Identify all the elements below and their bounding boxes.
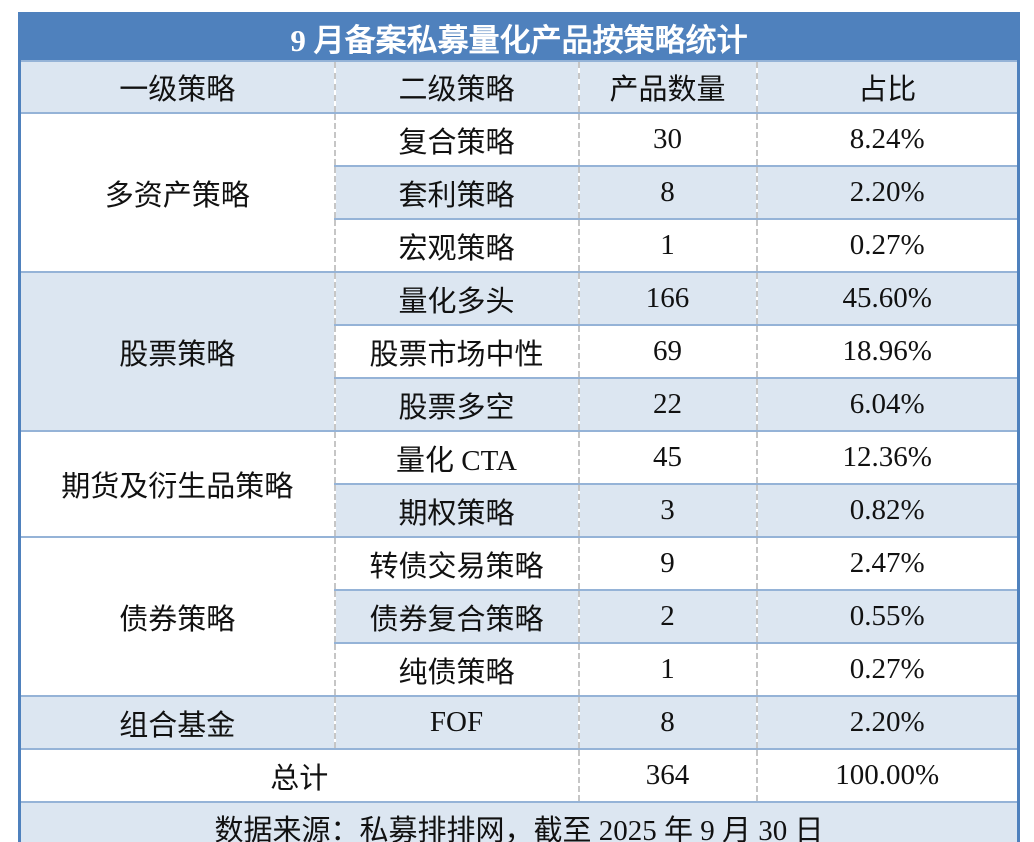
product-count-cell: 8	[577, 165, 757, 219]
secondary-strategy-cell: 期权策略	[333, 483, 579, 537]
column-header-secondary-strategy: 二级策略	[333, 60, 579, 113]
total-share-cell: 100.00%	[755, 748, 1019, 802]
column-header-product-count: 产品数量	[577, 60, 757, 113]
total-count-cell: 364	[577, 748, 757, 802]
primary-strategy-cell: 组合基金	[18, 695, 335, 749]
product-count-cell: 8	[577, 695, 757, 749]
header-row: 一级策略 二级策略 产品数量 占比	[18, 60, 1019, 113]
share-cell: 0.27%	[755, 642, 1019, 696]
strategy-stats-table: 9 月备案私募量化产品按策略统计 一级策略 二级策略 产品数量 占比 多资产策略…	[18, 12, 1020, 842]
primary-strategy-cell: 股票策略	[18, 271, 335, 431]
total-label-cell: 总计	[18, 748, 579, 802]
secondary-strategy-cell: 复合策略	[333, 112, 579, 166]
product-count-cell: 22	[577, 377, 757, 431]
title-row: 9 月备案私募量化产品按策略统计	[19, 13, 1019, 61]
share-cell: 2.20%	[755, 165, 1019, 219]
primary-strategy-cell: 期货及衍生品策略	[18, 430, 335, 537]
share-cell: 45.60%	[755, 271, 1019, 325]
share-cell: 6.04%	[755, 377, 1019, 431]
secondary-strategy-cell: 债券复合策略	[333, 589, 579, 643]
share-cell: 0.27%	[755, 218, 1019, 272]
product-count-cell: 2	[577, 589, 757, 643]
primary-strategy-cell: 债券策略	[18, 536, 335, 696]
table-row: 债券复合策略 2 0.55%	[20, 589, 1019, 643]
table-row: 套利策略 8 2.20%	[20, 165, 1019, 219]
product-count-cell: 45	[577, 430, 757, 484]
primary-strategy-cell: 多资产策略	[18, 112, 335, 272]
secondary-strategy-cell: 套利策略	[333, 165, 579, 219]
share-cell: 0.82%	[755, 483, 1019, 537]
table-row: 宏观策略 1 0.27%	[20, 218, 1019, 272]
product-count-cell: 69	[577, 324, 757, 378]
product-count-cell: 166	[577, 271, 757, 325]
column-header-primary-strategy: 一级策略	[18, 60, 335, 113]
product-count-cell: 30	[577, 112, 757, 166]
share-cell: 0.55%	[755, 589, 1019, 643]
share-cell: 2.47%	[755, 536, 1019, 590]
secondary-strategy-cell: 量化 CTA	[333, 430, 579, 484]
secondary-strategy-cell: 量化多头	[333, 271, 579, 325]
secondary-strategy-cell: 纯债策略	[333, 642, 579, 696]
table-row: 多资产策略 复合策略 30 8.24%	[18, 112, 1019, 272]
data-source-note: 数据来源：私募排排网，截至 2025 年 9 月 30 日	[18, 801, 1019, 842]
table-row: 股票多空 22 6.04%	[20, 377, 1019, 431]
secondary-strategy-cell: 宏观策略	[333, 218, 579, 272]
table-row: 组合基金 FOF 8 2.20%	[18, 695, 1019, 749]
share-cell: 8.24%	[755, 112, 1019, 166]
total-row: 总计 364 100.00%	[18, 748, 1019, 802]
secondary-strategy-cell: FOF	[333, 695, 579, 749]
secondary-strategy-cell: 股票多空	[333, 377, 579, 431]
table-row: 债券策略 转债交易策略 9 2.47%	[18, 536, 1019, 696]
table-row: 期权策略 3 0.82%	[20, 483, 1019, 537]
table-row: 期货及衍生品策略 量化 CTA 45 12.36%	[18, 430, 1019, 537]
share-cell: 12.36%	[755, 430, 1019, 484]
table-row: 股票策略 量化多头 166 45.60%	[18, 271, 1019, 431]
product-count-cell: 1	[577, 218, 757, 272]
product-count-cell: 9	[577, 536, 757, 590]
secondary-strategy-cell: 转债交易策略	[333, 536, 579, 590]
table-row: 股票市场中性 69 18.96%	[20, 324, 1019, 378]
source-row: 数据来源：私募排排网，截至 2025 年 9 月 30 日	[18, 801, 1019, 842]
product-count-cell: 1	[577, 642, 757, 696]
secondary-strategy-cell: 股票市场中性	[333, 324, 579, 378]
column-header-share: 占比	[755, 60, 1019, 113]
share-cell: 2.20%	[755, 695, 1019, 749]
table-row: 纯债策略 1 0.27%	[20, 642, 1019, 696]
table-title: 9 月备案私募量化产品按策略统计	[19, 13, 1019, 61]
product-count-cell: 3	[577, 483, 757, 537]
share-cell: 18.96%	[755, 324, 1019, 378]
